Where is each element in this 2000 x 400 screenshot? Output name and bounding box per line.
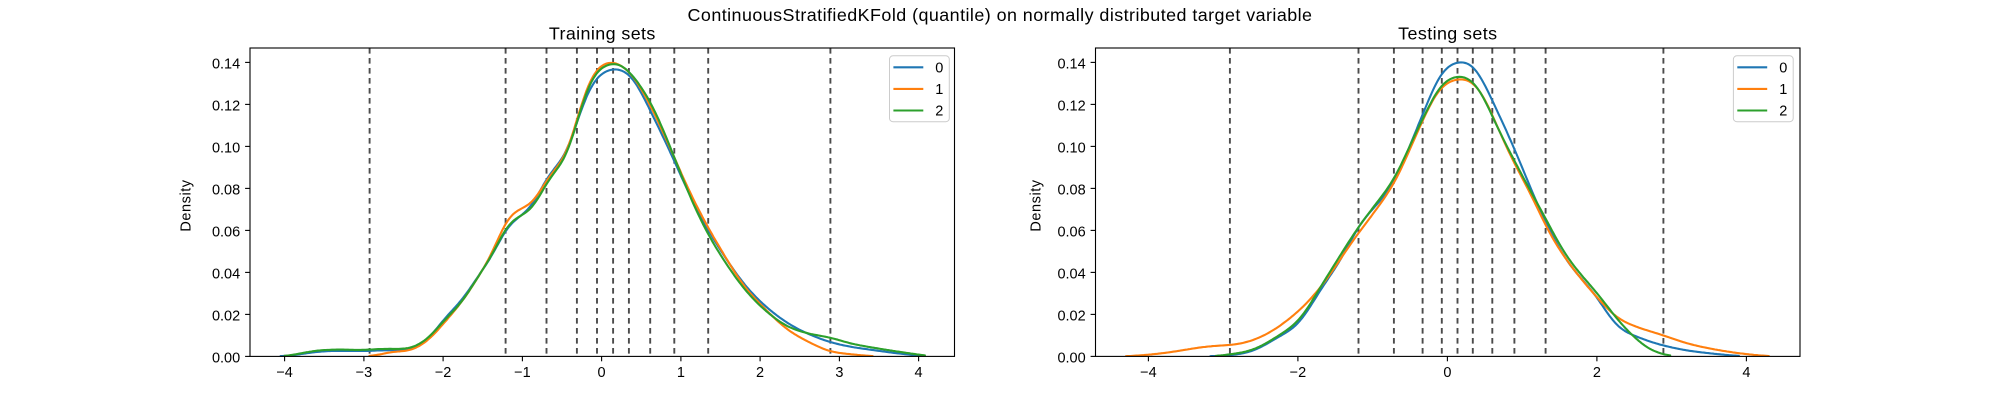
svg-text:0.12: 0.12 — [1057, 98, 1085, 114]
svg-text:0.10: 0.10 — [1057, 140, 1085, 156]
svg-text:−2: −2 — [435, 365, 452, 381]
svg-text:0.14: 0.14 — [212, 56, 240, 72]
svg-text:1: 1 — [1779, 82, 1787, 98]
svg-text:−3: −3 — [356, 365, 373, 381]
svg-text:Density: Density — [1029, 179, 1045, 231]
svg-text:ContinuousStratifiedKFold (qua: ContinuousStratifiedKFold (quantile) on … — [688, 5, 1313, 25]
svg-text:2: 2 — [756, 365, 764, 381]
svg-text:4: 4 — [1742, 365, 1750, 381]
svg-text:1: 1 — [935, 82, 943, 98]
svg-text:0.10: 0.10 — [212, 140, 240, 156]
svg-text:0.00: 0.00 — [212, 350, 240, 366]
svg-text:0: 0 — [1779, 61, 1787, 77]
svg-text:4: 4 — [915, 365, 923, 381]
svg-text:−1: −1 — [514, 365, 531, 381]
svg-text:1: 1 — [677, 365, 685, 381]
svg-text:2: 2 — [1593, 365, 1601, 381]
svg-text:−4: −4 — [1140, 365, 1157, 381]
svg-text:−2: −2 — [1290, 365, 1307, 381]
svg-text:2: 2 — [935, 104, 943, 120]
svg-text:Testing sets: Testing sets — [1398, 24, 1497, 44]
svg-text:0.12: 0.12 — [212, 98, 240, 114]
svg-text:0.04: 0.04 — [212, 266, 240, 282]
svg-text:0.06: 0.06 — [212, 224, 240, 240]
svg-text:Training sets: Training sets — [549, 24, 656, 44]
svg-text:0.00: 0.00 — [1057, 350, 1085, 366]
svg-text:3: 3 — [835, 365, 843, 381]
svg-text:0: 0 — [935, 61, 943, 77]
svg-text:0.02: 0.02 — [1057, 308, 1085, 324]
svg-text:0.02: 0.02 — [212, 308, 240, 324]
svg-text:0.08: 0.08 — [212, 182, 240, 198]
svg-text:2: 2 — [1779, 104, 1787, 120]
svg-text:Density: Density — [179, 179, 195, 231]
svg-text:0: 0 — [1443, 365, 1451, 381]
svg-text:−4: −4 — [276, 365, 293, 381]
svg-text:0: 0 — [598, 365, 606, 381]
svg-text:0.08: 0.08 — [1057, 182, 1085, 198]
svg-text:0.06: 0.06 — [1057, 224, 1085, 240]
svg-text:0.04: 0.04 — [1057, 266, 1085, 282]
svg-text:0.14: 0.14 — [1057, 56, 1085, 72]
